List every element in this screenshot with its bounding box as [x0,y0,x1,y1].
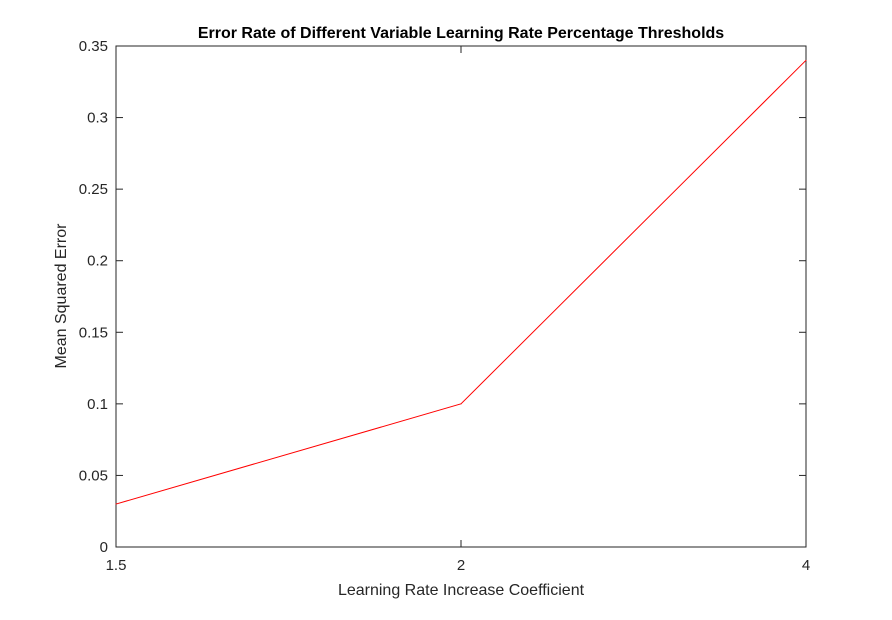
y-tick-label: 0.1 [87,396,108,413]
y-tick-label: 0.2 [87,253,108,270]
x-tick-label: 2 [457,557,465,574]
y-axis-label: Mean Squared Error [53,223,70,369]
y-tick-label: 0.25 [79,181,108,198]
chart-title: Error Rate of Different Variable Learnin… [198,25,724,42]
y-tick-label: 0.05 [79,467,108,484]
x-axis-ticks: 1.5 2 4 [106,46,810,574]
y-axis-ticks: 0 0.05 0.1 0.15 0.2 0.25 0.3 0.35 [79,38,806,556]
data-point [805,59,807,61]
y-tick-label: 0.35 [79,38,108,55]
y-tick-label: 0.15 [79,324,108,341]
x-axis-label: Learning Rate Increase Coefficient [338,582,585,599]
y-tick-label: 0.3 [87,110,108,127]
y-tick-label: 0 [100,539,108,556]
data-point [460,403,462,405]
x-tick-label: 4 [802,557,810,574]
x-tick-label: 1.5 [106,557,127,574]
data-point [115,503,117,505]
series-layer [115,59,807,505]
